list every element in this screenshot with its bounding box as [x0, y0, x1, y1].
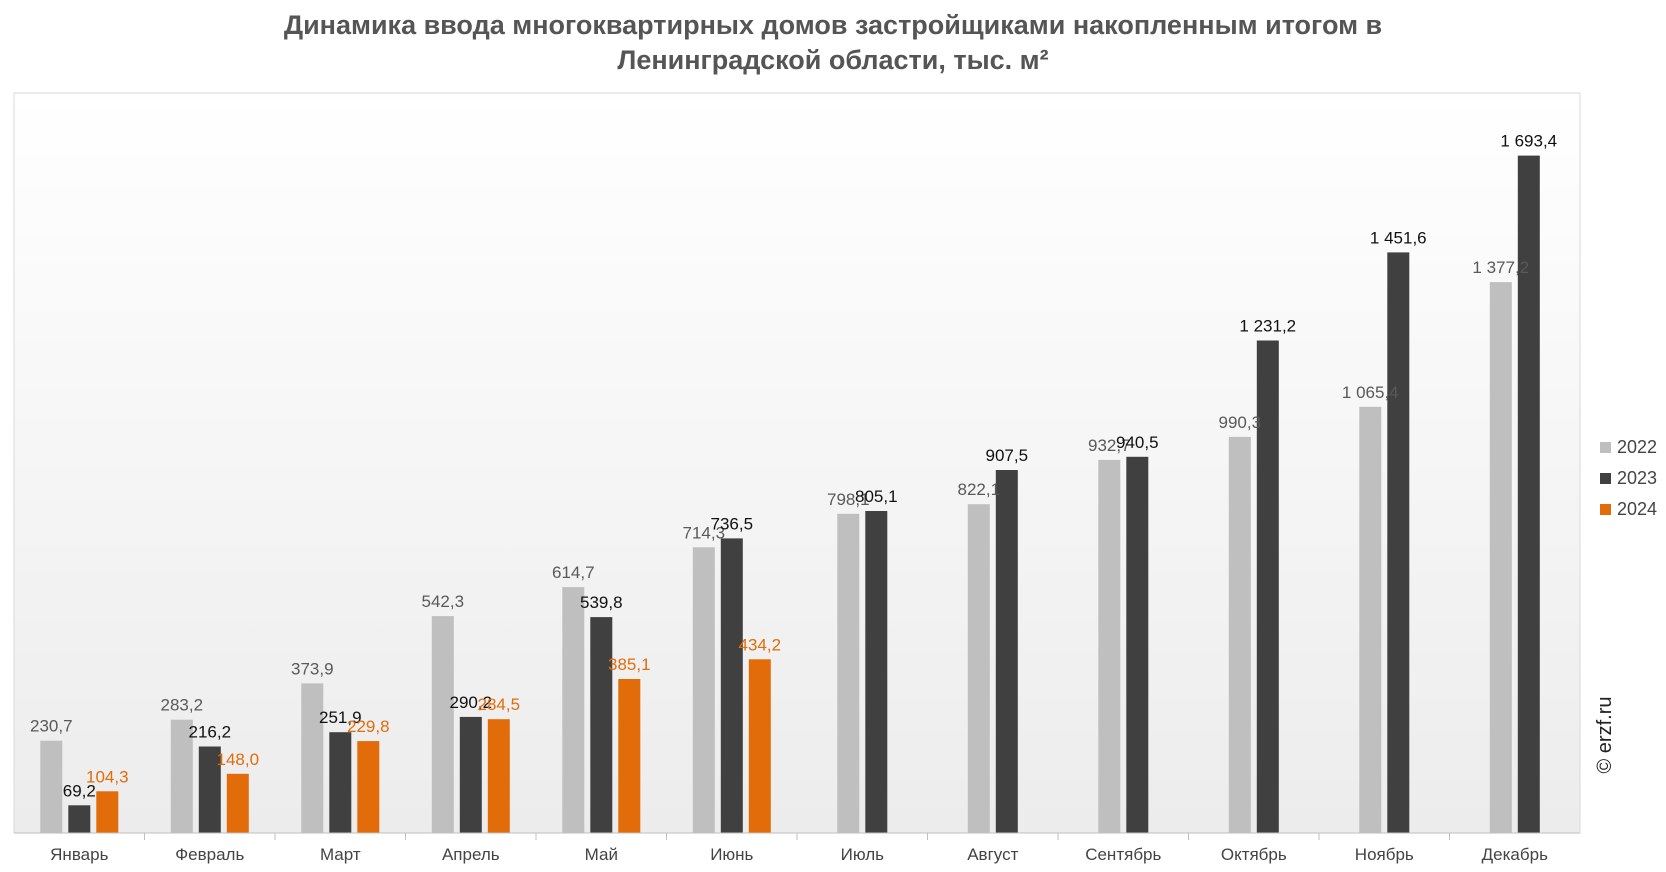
data-label-2022-12: 1 377,2 — [1472, 258, 1529, 277]
data-label-2023-4: 290,2 — [450, 693, 493, 712]
data-labels-group: 230,769,2104,3283,2216,2148,0373,9251,92… — [30, 132, 1557, 801]
bar-2022-2 — [170, 719, 193, 833]
data-label-2024-5: 385,1 — [608, 655, 651, 674]
legend-label-2024: 2024 — [1617, 499, 1658, 519]
x-ticks-group — [144, 833, 1450, 840]
data-label-2023-9: 940,5 — [1116, 433, 1159, 452]
data-label-2024-1: 104,3 — [86, 767, 129, 786]
bar-2022-9 — [1098, 459, 1121, 833]
data-label-2022-1: 230,7 — [30, 717, 73, 736]
legend-item-2023: 2023 — [1600, 463, 1657, 494]
data-label-2022-8: 822,1 — [958, 480, 1001, 499]
legend-label-2023: 2023 — [1617, 468, 1658, 488]
x-tick-label-3: Март — [320, 845, 361, 864]
data-label-2023-10: 1 231,2 — [1239, 317, 1296, 336]
legend-item-2024: 2024 — [1600, 494, 1657, 525]
data-label-2022-10: 990,3 — [1219, 413, 1262, 432]
bar-2024-5 — [618, 679, 641, 833]
data-label-2023-11: 1 451,6 — [1370, 228, 1427, 247]
x-tick-label-10: Октябрь — [1221, 845, 1287, 864]
data-label-2024-2: 148,0 — [217, 750, 260, 769]
data-label-2023-7: 805,1 — [855, 487, 898, 506]
bar-2022-10 — [1228, 436, 1251, 833]
data-label-2022-11: 1 065,4 — [1342, 383, 1399, 402]
x-tick-label-8: Август — [967, 845, 1018, 864]
plot-area — [13, 92, 1581, 834]
bar-2023-2 — [198, 746, 221, 833]
x-tick-label-2: Февраль — [175, 845, 244, 864]
bar-2023-1 — [68, 805, 91, 833]
data-label-2023-12: 1 693,4 — [1500, 132, 1557, 151]
data-label-2022-9: 932,7 — [1088, 436, 1131, 455]
data-label-2022-6: 714,3 — [683, 523, 726, 542]
bar-2023-7 — [865, 511, 888, 833]
data-label-2024-4: 284,5 — [478, 695, 521, 714]
data-label-2023-2: 216,2 — [189, 723, 232, 742]
data-label-2022-4: 542,3 — [422, 592, 465, 611]
bar-2024-2 — [226, 773, 249, 833]
bar-2023-6 — [720, 538, 743, 833]
legend-swatch-2023 — [1600, 473, 1611, 484]
bar-2022-3 — [301, 683, 324, 833]
bar-2022-4 — [431, 616, 454, 833]
watermark: © erzf.ru — [1594, 696, 1616, 774]
x-tick-label-11: Ноябрь — [1355, 845, 1414, 864]
bar-2022-1 — [40, 740, 63, 833]
bar-2024-3 — [357, 741, 380, 833]
data-label-2023-3: 251,9 — [319, 708, 362, 727]
x-tick-label-9: Сентябрь — [1085, 845, 1161, 864]
data-label-2023-8: 907,5 — [986, 446, 1029, 465]
chart-title: Динамика ввода многоквартирных домов зас… — [0, 8, 1666, 78]
legend-swatch-2022 — [1600, 442, 1611, 453]
data-label-2022-7: 798,1 — [827, 490, 870, 509]
bar-2023-4 — [459, 716, 482, 833]
x-tick-label-1: Январь — [50, 845, 108, 864]
legend-item-2022: 2022 — [1600, 432, 1657, 463]
bar-2023-12 — [1517, 155, 1540, 834]
x-tick-label-12: Декабрь — [1482, 845, 1548, 864]
x-tick-label-5: Май — [585, 845, 618, 864]
data-label-2023-1: 69,2 — [63, 781, 96, 800]
bar-2023-10 — [1256, 340, 1279, 833]
bar-2023-9 — [1126, 456, 1149, 833]
chart-title-line-2: Ленинградской области, тыс. м² — [617, 45, 1049, 75]
bar-2022-7 — [837, 513, 860, 833]
x-tick-labels-group: Январь Февраль Март Апрель Май Июнь Июль Август… — [50, 845, 1548, 864]
bar-2023-5 — [590, 617, 613, 833]
bar-2022-12 — [1489, 282, 1512, 834]
data-label-2024-6: 434,2 — [739, 635, 782, 654]
chart-title-line-1: Динамика ввода многоквартирных домов зас… — [283, 10, 1383, 40]
x-tick-label-7: Июль — [841, 845, 885, 864]
x-tick-label-4: Апрель — [442, 845, 500, 864]
bar-2022-11 — [1359, 406, 1382, 833]
data-label-2022-2: 283,2 — [161, 696, 204, 715]
bar-2024-6 — [748, 659, 771, 833]
legend-swatch-2024 — [1600, 504, 1611, 515]
bar-2023-3 — [329, 732, 352, 833]
data-label-2023-6: 736,5 — [711, 514, 754, 533]
x-tick-label-6: Июнь — [710, 845, 753, 864]
bar-2022-8 — [967, 504, 990, 833]
data-label-2022-3: 373,9 — [291, 659, 334, 678]
bar-2022-6 — [692, 547, 715, 833]
bar-2024-4 — [487, 719, 510, 833]
bar-2023-8 — [995, 470, 1018, 833]
bars-group — [40, 155, 1540, 834]
data-label-2024-3: 229,8 — [347, 717, 390, 736]
legend-label-2022: 2022 — [1617, 437, 1658, 457]
legend: 2022 2023 2024 — [1600, 432, 1657, 525]
bar-2022-5 — [562, 587, 585, 833]
bar-2024-1 — [96, 791, 119, 833]
data-label-2023-5: 539,8 — [580, 593, 623, 612]
bar-2023-11 — [1387, 252, 1410, 833]
data-label-2022-5: 614,7 — [552, 563, 595, 582]
